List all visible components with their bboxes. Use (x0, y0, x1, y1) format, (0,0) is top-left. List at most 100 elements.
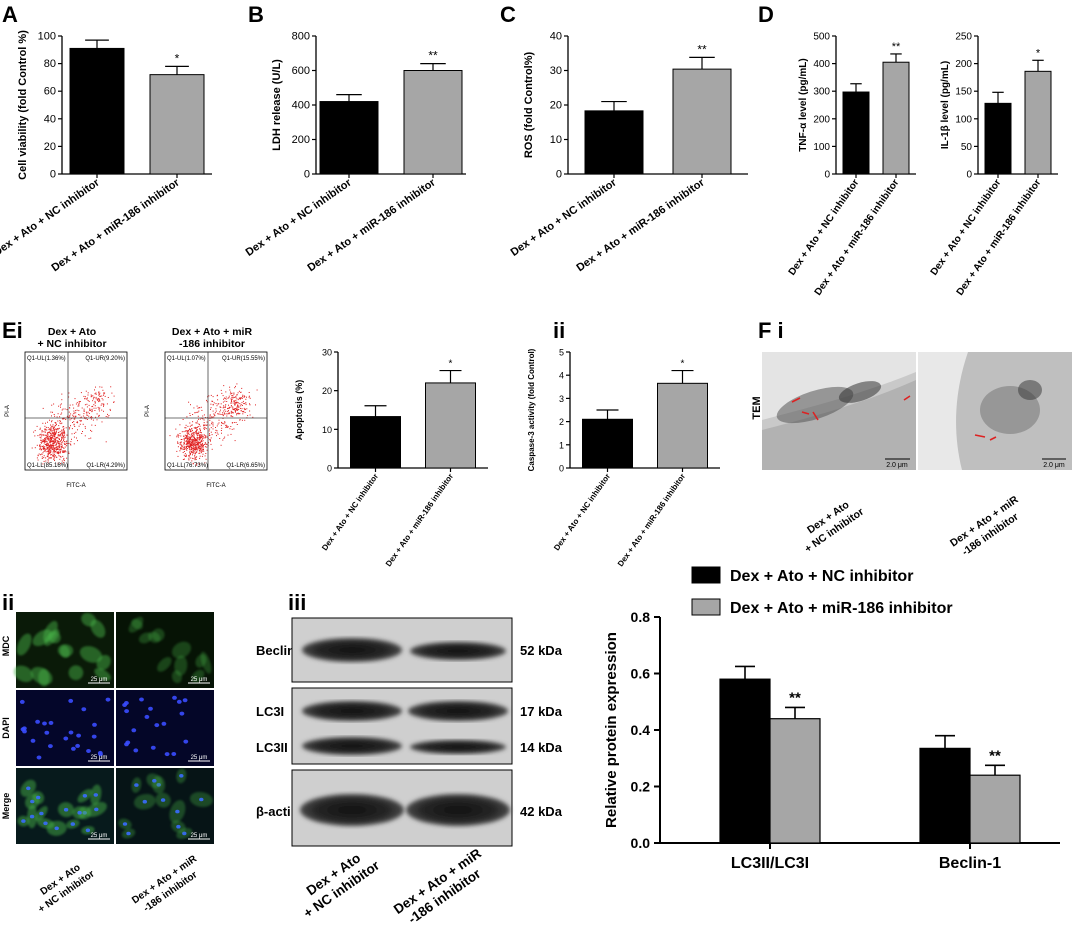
flow-dot (185, 446, 187, 447)
nucleus (19, 699, 25, 704)
flow-dot (203, 422, 205, 424)
flow-dot (217, 413, 219, 414)
flow-dot (49, 447, 51, 449)
flow-dot (34, 447, 36, 449)
flow-dot (45, 437, 47, 439)
flow-dot (105, 441, 107, 443)
flow-dot (48, 446, 50, 448)
nucleus (82, 794, 88, 798)
flow-dot (61, 437, 63, 439)
flow-dot (84, 427, 86, 429)
flow-dot (197, 415, 199, 417)
flow-dot (85, 390, 87, 392)
flow-dot (58, 443, 60, 445)
cell (68, 665, 84, 681)
flow-dot (196, 448, 198, 450)
flow-dot (212, 422, 214, 424)
flow-dot (52, 456, 54, 458)
flow-dot (60, 446, 62, 448)
flow-dot (185, 444, 187, 445)
flow-dot (178, 436, 179, 438)
flow-dot (200, 441, 202, 443)
flow-dot (73, 423, 75, 425)
flow-dot (244, 419, 246, 421)
fluor-dapi-nc (16, 690, 114, 766)
flow-dot (49, 437, 51, 439)
flow-dot (185, 440, 187, 442)
flow-dot (240, 397, 241, 399)
flow-dot (51, 420, 53, 422)
flow-dot (42, 463, 44, 465)
flow-dot (188, 458, 190, 460)
flow-dot (68, 428, 70, 430)
flow-dot (40, 437, 42, 439)
flow-dot (205, 424, 207, 426)
flow-dot (60, 449, 62, 451)
flow-dot (217, 403, 219, 405)
flow-plot-nc: Dex + Ato + NC inhibitor Q1-UL(1.36%) Q1… (5, 326, 128, 489)
flow-dot (225, 398, 227, 400)
y-tick-label: 100 (813, 142, 830, 153)
flow-dot (200, 439, 202, 441)
flow-dot (59, 444, 61, 446)
flow-dot (211, 448, 213, 450)
flow-dot (199, 447, 201, 449)
flow-dot (88, 415, 90, 417)
nucleus (152, 779, 157, 783)
flow-dot (68, 416, 69, 418)
flow-dot (249, 410, 251, 412)
nucleus (160, 798, 166, 802)
flow-dot (206, 446, 208, 448)
flow-dot (182, 459, 184, 460)
flow-dot (233, 402, 235, 404)
flow-dot (190, 437, 192, 438)
flow-dot (199, 452, 201, 454)
flow-dot (52, 430, 54, 432)
flow-dot (233, 428, 235, 430)
flow-dot (61, 430, 63, 432)
flow-dot (48, 457, 50, 459)
flow-dot (200, 448, 202, 450)
flow-dot (88, 438, 90, 440)
flow-dot (184, 448, 186, 450)
y-tick-label: 0 (824, 170, 830, 181)
flow-dot (239, 398, 241, 400)
flow-dot (235, 399, 237, 401)
flow-dot (209, 414, 211, 416)
flow-dot (61, 429, 63, 431)
nucleus (21, 819, 26, 823)
flow-dot (203, 428, 205, 430)
flow-dot (44, 428, 46, 430)
flow-dot (59, 446, 61, 448)
nucleus (36, 795, 41, 800)
nucleus (144, 714, 150, 719)
flow-dot (199, 434, 201, 436)
flow-dot (43, 455, 45, 457)
flow-dot (50, 446, 52, 448)
flow-dot (190, 424, 192, 426)
flow-dot (92, 398, 94, 400)
flow-dot (59, 455, 61, 457)
flow-dot (63, 435, 65, 436)
flow-dot (44, 450, 46, 452)
significance-marker: * (449, 359, 453, 370)
flow-dot (219, 406, 221, 408)
flow-dot (237, 409, 239, 411)
flow-dot (194, 440, 196, 442)
flow-dot (200, 444, 202, 446)
flow-dot (224, 406, 226, 408)
flow-dot (43, 441, 45, 442)
flow-dot (86, 397, 88, 399)
flow-dot (192, 430, 193, 432)
flow-dot (189, 425, 191, 427)
flow-dot (182, 446, 184, 448)
flow-dot (66, 416, 68, 418)
flow-dot (238, 397, 240, 399)
flow-dot (231, 411, 233, 413)
q-ur: Q1-UR(15.55%) (222, 356, 265, 362)
flow-dot (92, 405, 94, 407)
flow-dot (85, 398, 87, 400)
flow-dot (217, 433, 219, 435)
flow-dot (50, 450, 52, 452)
flow-dot (99, 392, 101, 394)
